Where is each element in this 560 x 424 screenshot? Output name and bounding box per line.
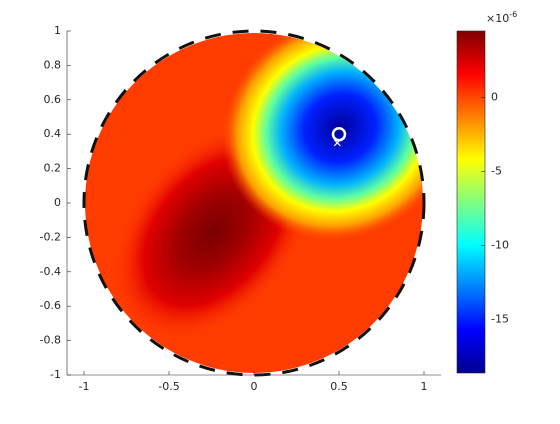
- colorbar-tick-label: -15: [491, 313, 509, 326]
- boundary: [82, 29, 426, 377]
- y-tick-label: -0.8: [40, 334, 61, 347]
- field: [85, 33, 423, 373]
- y-tick-label: 1: [54, 24, 61, 37]
- y-tick-label: 0.8: [44, 58, 62, 71]
- y-tick-label: -0.2: [40, 230, 61, 243]
- x-tick-label: 0.5: [330, 380, 348, 393]
- x-tick-label: 1: [421, 380, 428, 393]
- y-tick-label: 0.6: [44, 93, 62, 106]
- source-marker: [331, 126, 347, 142]
- y-tick-label: -0.4: [40, 265, 61, 278]
- estimate-marker: [333, 139, 341, 147]
- x-tick-label: -0.5: [158, 380, 179, 393]
- x-tick-label: 0: [251, 380, 258, 393]
- y-tick-label: 0.4: [44, 127, 62, 140]
- colorbar-tick-label: -10: [491, 239, 509, 252]
- colorbar-tick-label: -5: [491, 165, 502, 178]
- colorbar-exponent: ×10-6: [486, 10, 517, 26]
- y-tick-label: -0.6: [40, 299, 61, 312]
- colorbar-tick-label: 0: [491, 91, 498, 104]
- y-tick-label: -1: [50, 368, 61, 381]
- colorbar: [456, 30, 486, 374]
- y-tick-label: 0.2: [44, 162, 62, 175]
- y-tick-label: 0: [54, 196, 61, 209]
- x-tick-label: -1: [79, 380, 90, 393]
